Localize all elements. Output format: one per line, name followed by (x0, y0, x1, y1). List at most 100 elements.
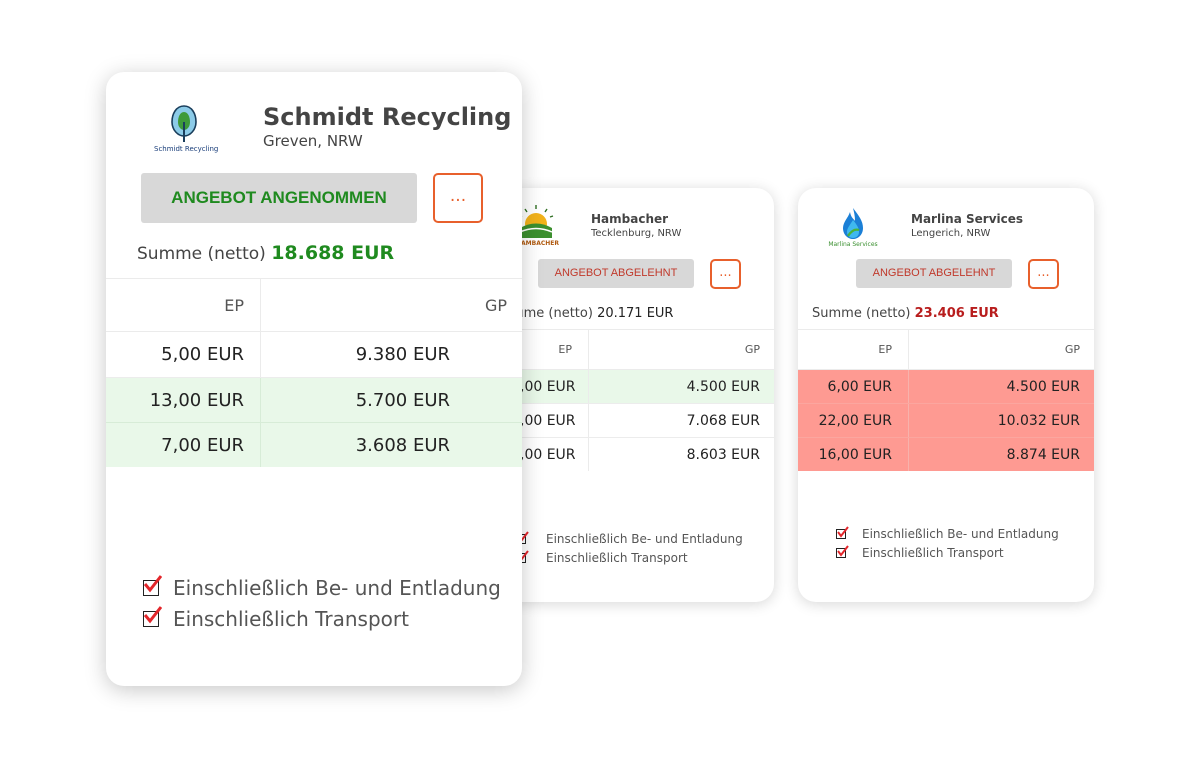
status-button[interactable]: ANGEBOT ANGENOMMEN (141, 173, 417, 223)
price-table: EP GP 6,00 EUR 4.500 EUR 22,00 EUR 10.03… (798, 329, 1094, 471)
checkbox-checked-icon (836, 544, 849, 558)
company-location: Tecklenburg, NRW (591, 228, 682, 239)
table-row: 22,00 EUR 10.032 EUR (798, 404, 1094, 438)
column-divider (908, 330, 909, 369)
cell-gp: 5.700 EUR (355, 389, 450, 411)
cell-gp: 7.068 EUR (686, 412, 760, 429)
sum-value: 23.406 EUR (914, 306, 999, 321)
column-divider (588, 330, 589, 369)
column-divider (260, 279, 261, 331)
offer-card-hambacher: HAMBACHER Hambacher Tecklenburg, NRW ANG… (504, 188, 774, 602)
cell-gp: 9.380 EUR (355, 344, 450, 365)
column-divider (908, 404, 909, 437)
table-row: ,00 EUR 7.068 EUR (504, 404, 774, 438)
checkbox-checked-icon (143, 605, 162, 627)
table-row: 5,00 EUR 9.380 EUR (106, 332, 522, 378)
table-row: 7,00 EUR 3.608 EUR (106, 423, 522, 467)
column-divider (260, 423, 261, 467)
cell-gp: 8.603 EUR (686, 446, 760, 463)
check-label: Einschließlich Be- und Entladung (862, 526, 1059, 541)
included-services: Einschließlich Be- und Entladung Einschl… (143, 572, 501, 634)
company-name: Schmidt Recycling (263, 103, 512, 131)
check-item: Einschließlich Be- und Entladung (836, 524, 1059, 543)
cell-ep: ,00 EUR (520, 378, 576, 395)
checkbox-checked-icon (143, 574, 162, 596)
more-options-button[interactable]: ... (710, 259, 741, 289)
more-options-button[interactable]: ... (1028, 259, 1059, 289)
cell-ep: 13,00 EUR (149, 389, 244, 411)
table-header: EP GP (106, 279, 522, 332)
sunrise-logo-icon: HAMBACHER (516, 204, 559, 248)
column-header-gp: GP (1064, 343, 1080, 356)
column-divider (588, 370, 589, 403)
status-button[interactable]: ANGEBOT ABGELEHNT (856, 259, 1012, 288)
column-divider (908, 438, 909, 471)
cell-gp: 4.500 EUR (1006, 378, 1080, 395)
company-name: Marlina Services (911, 212, 1024, 226)
table-row: ,00 EUR 4.500 EUR (504, 370, 774, 404)
cell-gp: 4.500 EUR (686, 378, 760, 395)
table-row: 13,00 EUR 5.700 EUR (106, 378, 522, 423)
table-row: ,00 EUR 8.603 EUR (504, 438, 774, 471)
cell-ep: 7,00 EUR (161, 434, 244, 456)
check-item: Einschließlich Be- und Entladung (143, 572, 501, 603)
tree-logo-icon: Schmidt Recycling (154, 104, 219, 154)
offer-card-marlina: Marlina Services Marlina Services Lenger… (798, 188, 1094, 602)
sum-value: 18.688 EUR (271, 242, 395, 264)
column-header-ep: EP (224, 295, 244, 315)
cell-ep: 16,00 EUR (818, 446, 892, 463)
column-divider (260, 378, 261, 422)
column-divider (908, 370, 909, 403)
included-services: Einschließlich Be- und Entladung Einschl… (836, 524, 1059, 562)
column-header-gp: GP (744, 343, 760, 356)
cell-gp: 3.608 EUR (355, 434, 450, 456)
table-header: EP GP (798, 330, 1094, 370)
table-header: EP GP (504, 330, 774, 370)
cell-ep: 6,00 EUR (827, 378, 892, 395)
flame-logo-icon: Marlina Services (828, 206, 878, 250)
table-row: 6,00 EUR 4.500 EUR (798, 370, 1094, 404)
check-item: Einschließlich Be- und Entladung (516, 529, 743, 548)
column-divider (588, 438, 589, 471)
check-label: Einschließlich Transport (862, 545, 1004, 560)
cell-ep: 5,00 EUR (161, 344, 244, 365)
cell-ep: ,00 EUR (520, 446, 576, 463)
sum-label: Summe (netto) (137, 244, 266, 264)
included-services: Einschließlich Be- und Entladung Einschl… (516, 529, 743, 567)
status-button[interactable]: ANGEBOT ABGELEHNT (538, 259, 694, 288)
column-header-ep: EP (558, 343, 572, 356)
price-table: EP GP ,00 EUR 4.500 EUR ,00 EUR 7.068 EU… (504, 329, 774, 471)
sum-line: Summe (netto) 23.406 EUR (812, 306, 999, 321)
company-location: Greven, NRW (263, 132, 363, 150)
table-row: 16,00 EUR 8.874 EUR (798, 438, 1094, 471)
sum-label: Summe (netto) (812, 306, 911, 321)
sum-line: ıme (netto) 20.171 EUR (520, 306, 673, 321)
check-item: Einschließlich Transport (516, 548, 743, 567)
check-item: Einschließlich Transport (836, 543, 1059, 562)
cell-gp: 10.032 EUR (997, 412, 1080, 429)
sum-line: Summe (netto) 18.688 EUR (137, 242, 394, 264)
column-divider (260, 332, 261, 377)
logo-caption: Schmidt Recycling (154, 145, 219, 153)
sum-value: 20.171 EUR (597, 306, 674, 321)
price-table: EP GP 5,00 EUR 9.380 EUR 13,00 EUR 5.700… (106, 278, 522, 467)
checkbox-checked-icon (836, 525, 849, 539)
company-location: Lengerich, NRW (911, 228, 991, 239)
column-header-ep: EP (878, 343, 892, 356)
offer-card-schmidt: Schmidt Recycling Schmidt Recycling Grev… (106, 72, 522, 686)
column-header-gp: GP (484, 295, 507, 315)
logo-caption: Marlina Services (828, 241, 878, 248)
check-label: Einschließlich Be- und Entladung (546, 531, 743, 546)
cell-gp: 8.874 EUR (1006, 446, 1080, 463)
check-label: Einschließlich Transport (173, 606, 409, 631)
cell-ep: 22,00 EUR (818, 412, 892, 429)
check-label: Einschließlich Transport (546, 550, 688, 565)
logo-caption: HAMBACHER (516, 240, 559, 247)
cell-ep: ,00 EUR (520, 412, 576, 429)
sum-label: ıme (netto) (520, 306, 593, 321)
column-divider (588, 404, 589, 437)
check-label: Einschließlich Be- und Entladung (173, 575, 501, 600)
check-item: Einschließlich Transport (143, 603, 501, 634)
company-name: Hambacher (591, 212, 669, 226)
more-options-button[interactable]: ... (433, 173, 483, 223)
